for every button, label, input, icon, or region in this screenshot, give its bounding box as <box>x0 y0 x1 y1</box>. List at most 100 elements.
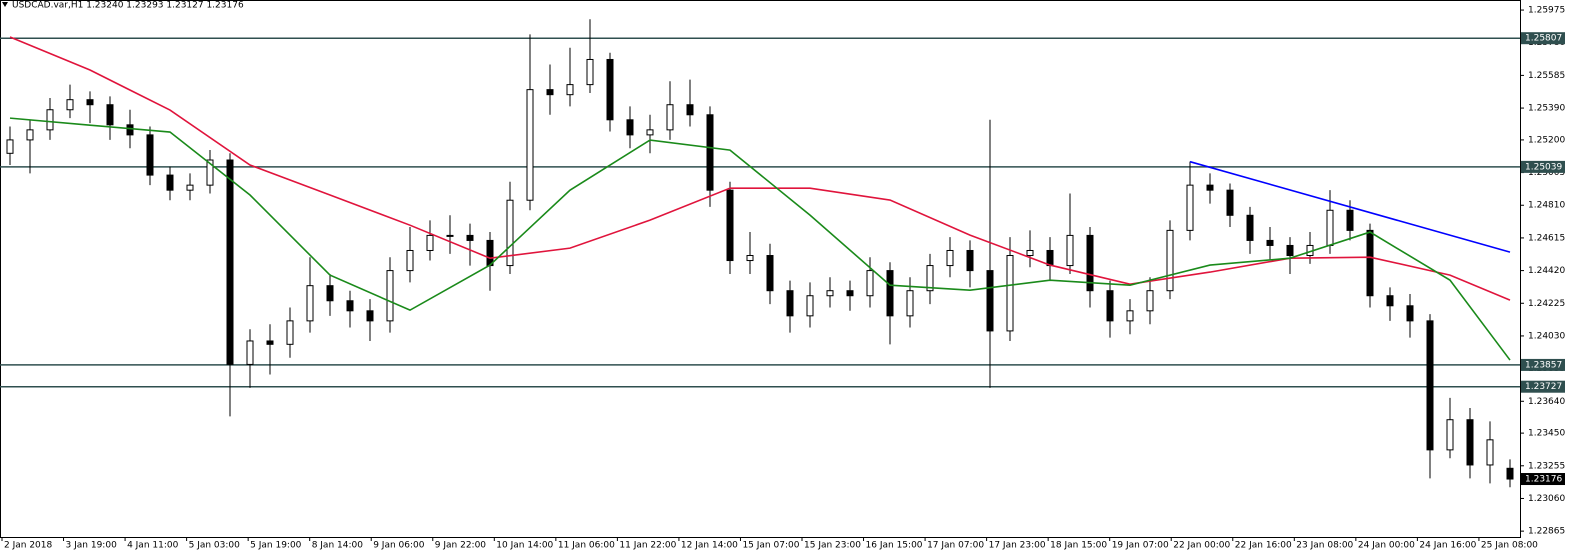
candle-body <box>706 114 714 191</box>
x-tick-label: 12 Jan 14:00 <box>681 541 738 551</box>
candle-body <box>1106 290 1114 322</box>
candle-body <box>566 84 574 96</box>
chart-title: USDCAD.var,H1 1.23240 1.23293 1.23127 1.… <box>12 1 244 11</box>
candle-body <box>1506 467 1514 480</box>
candle-body <box>1366 229 1374 297</box>
x-tick-label: 3 Jan 19:00 <box>66 541 118 551</box>
y-tick-label: 1.25390 <box>1528 104 1565 114</box>
candle-body <box>586 58 594 86</box>
candle-body <box>726 189 734 262</box>
level-label: 1.25039 <box>1525 162 1562 172</box>
candle-body <box>1426 320 1434 451</box>
x-tick-label: 4 Jan 11:00 <box>127 541 179 551</box>
candle-body <box>1226 189 1234 216</box>
candle-body <box>826 290 834 297</box>
x-tick-label: 23 Jan 08:00 <box>1296 541 1353 551</box>
candle-body <box>666 104 674 131</box>
candle-body <box>1386 295 1394 307</box>
y-tick-label: 1.22865 <box>1528 527 1565 537</box>
level-label: 1.23857 <box>1525 360 1562 370</box>
level-label: 1.23727 <box>1525 382 1562 392</box>
candle-body <box>546 89 554 96</box>
x-tick-label: 9 Jan 22:00 <box>435 541 487 551</box>
candle-body <box>306 285 314 322</box>
y-tick-label: 1.24225 <box>1528 299 1565 309</box>
candle-body <box>886 270 894 317</box>
candle-body <box>146 134 154 176</box>
candle-body <box>286 320 294 345</box>
x-tick-label: 16 Jan 15:00 <box>866 541 923 551</box>
candle-body <box>646 129 654 136</box>
candle-body <box>1006 255 1014 332</box>
x-tick-label: 17 Jan 23:00 <box>989 541 1046 551</box>
candle-body <box>806 295 814 317</box>
candle-body <box>346 300 354 312</box>
candle-body <box>966 249 974 272</box>
price-tag <box>1521 473 1565 486</box>
y-tick-label: 1.23060 <box>1528 494 1565 504</box>
candle-body <box>1446 419 1454 451</box>
candle-body <box>1186 184 1194 231</box>
y-tick-label: 1.24615 <box>1528 233 1565 243</box>
level-tag <box>1521 358 1565 371</box>
indicator-line <box>9 117 1511 361</box>
candle-body <box>1266 239 1274 246</box>
candle-body <box>746 255 754 262</box>
candle-body <box>446 234 454 237</box>
level-tag <box>1521 160 1565 173</box>
x-tick-label: 11 Jan 22:00 <box>619 541 676 551</box>
y-tick-label: 1.24030 <box>1528 331 1565 341</box>
level-label: 1.25807 <box>1525 34 1562 44</box>
y-tick-label: 1.25005 <box>1528 168 1565 178</box>
candle-body <box>326 285 334 302</box>
candle-body <box>1246 214 1254 241</box>
candle-body <box>366 310 374 322</box>
candle-body <box>1146 290 1154 312</box>
candle-body <box>6 139 14 154</box>
candle-body <box>386 270 394 322</box>
candle-body <box>46 109 54 131</box>
candle-body <box>926 265 934 292</box>
x-tick-label: 25 Jan 08:00 <box>1481 541 1538 551</box>
x-tick-label: 22 Jan 16:00 <box>1235 541 1292 551</box>
x-tick-label: 5 Jan 03:00 <box>189 541 241 551</box>
x-tick-label: 17 Jan 07:00 <box>927 541 984 551</box>
candle-body <box>226 159 234 365</box>
x-tick-label: 24 Jan 16:00 <box>1419 541 1476 551</box>
x-tick-label: 22 Jan 00:00 <box>1173 541 1230 551</box>
x-tick-label: 2 Jan 2018 <box>4 541 52 551</box>
candle-body <box>1206 184 1214 191</box>
candle-body <box>206 159 214 186</box>
candle-body <box>686 104 694 116</box>
candle-body <box>426 234 434 251</box>
y-tick-label: 1.23450 <box>1528 429 1565 439</box>
candle-body <box>986 270 994 332</box>
indicator-line <box>9 36 1511 301</box>
x-tick-label: 5 Jan 19:00 <box>250 541 302 551</box>
candle-body <box>26 129 34 141</box>
candle-body <box>906 290 914 317</box>
candle-body <box>66 99 74 111</box>
x-tick-label: 18 Jan 15:00 <box>1050 541 1107 551</box>
candle-body <box>1326 209 1334 246</box>
candle-body <box>486 239 494 267</box>
x-tick-label: 24 Jan 00:00 <box>1358 541 1415 551</box>
candle-body <box>126 124 134 136</box>
candle-body <box>766 255 774 292</box>
candle-body <box>1466 419 1474 466</box>
y-tick-label: 1.24420 <box>1528 266 1565 276</box>
y-tick-label: 1.25585 <box>1528 71 1565 81</box>
candle-body <box>166 174 174 191</box>
x-tick-label: 15 Jan 23:00 <box>804 541 861 551</box>
x-tick-label: 8 Jan 14:00 <box>312 541 364 551</box>
candle-body <box>1086 234 1094 292</box>
x-tick-label: 19 Jan 07:00 <box>1112 541 1169 551</box>
indicator-line <box>1189 160 1511 253</box>
candle-body <box>846 290 854 297</box>
candle-body <box>786 290 794 317</box>
candle-body <box>1486 439 1494 466</box>
x-tick-label: 15 Jan 07:00 <box>742 541 799 551</box>
y-tick-label: 1.24810 <box>1528 201 1565 211</box>
y-tick-label: 1.25200 <box>1528 135 1565 145</box>
